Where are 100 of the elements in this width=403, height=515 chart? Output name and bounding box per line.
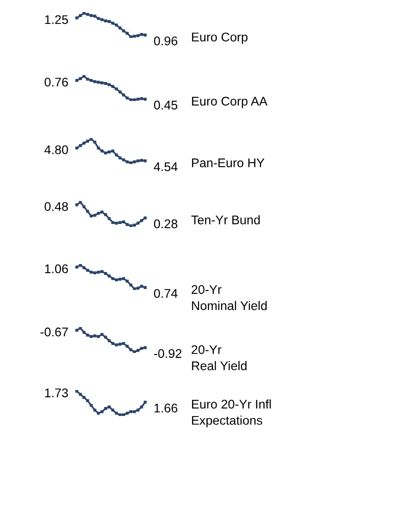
point bbox=[132, 287, 136, 290]
point bbox=[114, 343, 118, 346]
point bbox=[86, 399, 90, 402]
point bbox=[118, 156, 122, 160]
point bbox=[75, 390, 78, 393]
point bbox=[78, 14, 82, 18]
point bbox=[140, 158, 144, 162]
point bbox=[126, 160, 129, 164]
point bbox=[122, 413, 126, 416]
data-label: 4.80 bbox=[44, 145, 68, 154]
point bbox=[78, 392, 82, 396]
point bbox=[122, 220, 126, 224]
point bbox=[136, 222, 140, 225]
point bbox=[108, 83, 111, 86]
point bbox=[144, 216, 147, 220]
data-label: 0.74 bbox=[154, 288, 178, 298]
data-label: 0.96 bbox=[154, 36, 178, 46]
data-label: 0.45 bbox=[154, 100, 178, 110]
point bbox=[75, 16, 78, 20]
point bbox=[86, 210, 90, 213]
point bbox=[140, 405, 144, 408]
point bbox=[104, 213, 108, 216]
point bbox=[90, 335, 93, 338]
point bbox=[126, 96, 129, 100]
point bbox=[82, 330, 86, 334]
point bbox=[111, 85, 114, 88]
point bbox=[114, 87, 118, 90]
point bbox=[104, 272, 108, 275]
point bbox=[100, 18, 104, 22]
point bbox=[86, 334, 90, 337]
data-label: -0.92 bbox=[154, 349, 182, 358]
point bbox=[136, 98, 140, 101]
point bbox=[96, 335, 100, 338]
point bbox=[82, 142, 86, 145]
point bbox=[126, 280, 129, 283]
text: 20-Yr Nominal Yield bbox=[192, 285, 267, 310]
data-label: 1.06 bbox=[45, 264, 68, 274]
point bbox=[86, 12, 90, 16]
point bbox=[86, 78, 90, 81]
point bbox=[82, 205, 86, 208]
point bbox=[118, 342, 122, 346]
text: 20-Yr Real Yield bbox=[192, 345, 247, 370]
point bbox=[93, 408, 96, 412]
point bbox=[90, 404, 93, 407]
point bbox=[114, 24, 118, 26]
point bbox=[114, 222, 118, 225]
point bbox=[78, 201, 82, 204]
point bbox=[136, 34, 140, 38]
point bbox=[93, 80, 96, 84]
point bbox=[78, 77, 82, 80]
point bbox=[75, 78, 78, 82]
point bbox=[111, 342, 114, 345]
point bbox=[144, 98, 147, 101]
point bbox=[100, 270, 104, 274]
point bbox=[129, 35, 132, 38]
data-label: 0.48 bbox=[44, 202, 68, 211]
point bbox=[140, 219, 144, 222]
point bbox=[108, 405, 111, 408]
point bbox=[93, 14, 96, 18]
point bbox=[104, 407, 108, 410]
point bbox=[140, 346, 144, 350]
point bbox=[75, 266, 78, 269]
point bbox=[96, 17, 100, 20]
point bbox=[132, 98, 136, 101]
point bbox=[136, 159, 140, 162]
point bbox=[136, 286, 140, 290]
point bbox=[144, 400, 147, 404]
point bbox=[93, 214, 96, 217]
point bbox=[90, 270, 93, 274]
point bbox=[144, 34, 147, 37]
data-label: -0.67 bbox=[40, 328, 68, 336]
point bbox=[118, 26, 122, 30]
point bbox=[111, 221, 114, 224]
point bbox=[104, 82, 108, 85]
point bbox=[104, 151, 108, 154]
point bbox=[136, 348, 140, 352]
point bbox=[118, 90, 122, 94]
point bbox=[100, 81, 104, 84]
point bbox=[132, 224, 136, 227]
point bbox=[93, 140, 96, 144]
point bbox=[86, 140, 90, 143]
point bbox=[96, 146, 100, 150]
point bbox=[129, 161, 132, 164]
point bbox=[132, 160, 136, 164]
point bbox=[104, 336, 108, 339]
point bbox=[129, 98, 132, 101]
data-label: 0.76 bbox=[44, 78, 68, 87]
point bbox=[100, 332, 104, 336]
point bbox=[122, 277, 126, 280]
point bbox=[90, 138, 93, 141]
point bbox=[144, 159, 147, 162]
point bbox=[100, 410, 104, 414]
point bbox=[78, 144, 82, 148]
point bbox=[144, 286, 147, 290]
data-label: 4.54 bbox=[154, 162, 178, 172]
point bbox=[140, 97, 144, 100]
point bbox=[75, 203, 78, 206]
point bbox=[78, 264, 82, 267]
data-label: 1.25 bbox=[45, 15, 68, 24]
text: Euro Corp bbox=[192, 32, 248, 44]
